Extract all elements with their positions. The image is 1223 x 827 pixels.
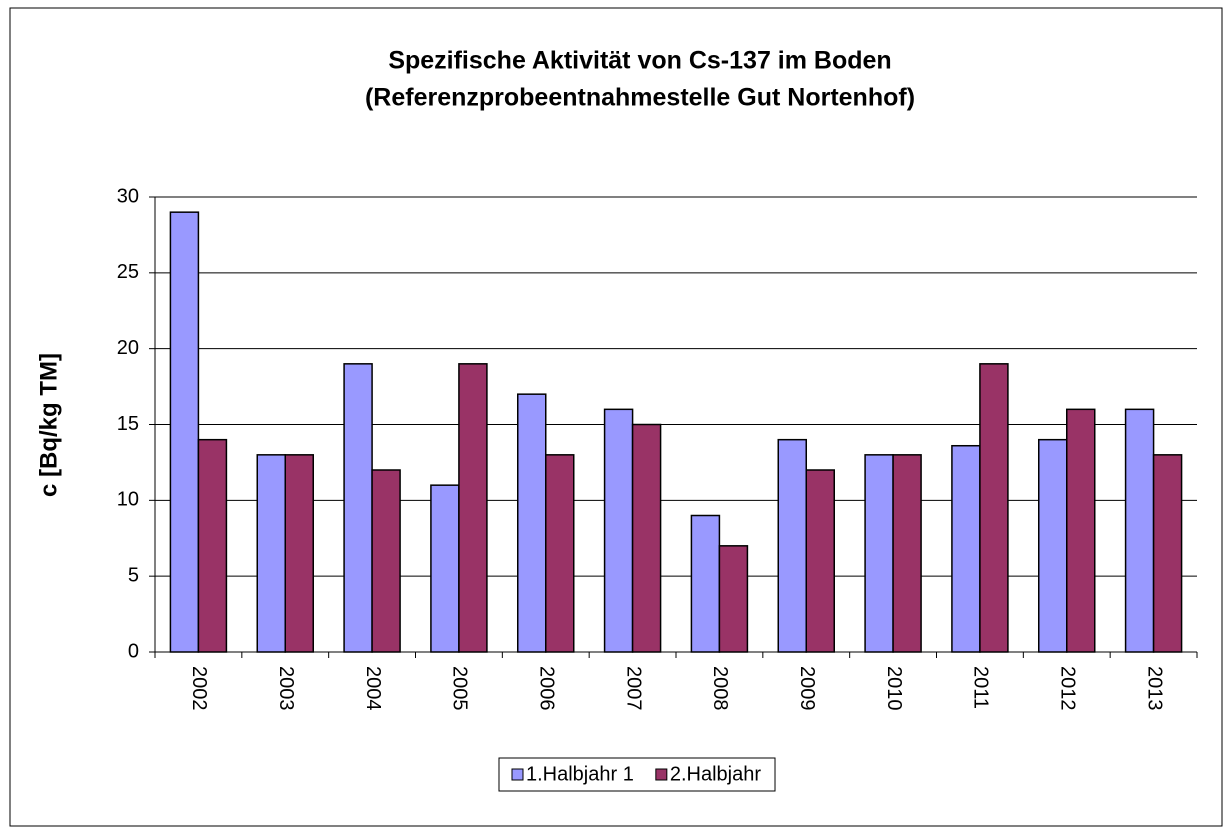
bar: [545, 454, 575, 653]
legend-label: 2.Halbjahr: [670, 763, 762, 785]
chart-title: (Referenzprobeentnahmestelle Gut Nortenh…: [365, 84, 915, 112]
legend-label: 1.Halbjahr 1: [526, 763, 634, 785]
x-tick-label: 2011: [970, 666, 992, 709]
x-tick-label: 2004: [362, 666, 384, 711]
x-tick-label: 2002: [188, 666, 210, 711]
y-tick-label: 25: [117, 261, 139, 283]
x-tick-label: 2008: [709, 666, 731, 711]
bar: [256, 454, 286, 653]
x-tick-label: 2003: [275, 666, 297, 711]
bar: [1066, 408, 1096, 653]
bar: [631, 423, 662, 653]
bar: [1152, 454, 1183, 653]
bar: [690, 514, 721, 653]
legend-swatch: [511, 768, 524, 781]
x-tick-label: 2010: [883, 666, 905, 711]
y-tick-label: 0: [128, 640, 139, 662]
y-tick-label: 10: [117, 489, 139, 511]
bar: [718, 545, 749, 653]
legend-box: [498, 757, 776, 792]
y-tick-label: 30: [117, 185, 139, 207]
legend-swatch: [655, 768, 668, 781]
bar: [284, 454, 314, 653]
bar: [603, 408, 634, 653]
x-tick-label: 2009: [796, 666, 818, 711]
bar: [517, 393, 547, 653]
bar: [979, 363, 1009, 653]
legend: 1.Halbjahr 1 2.Halbjahr: [498, 757, 776, 792]
bar: [1038, 438, 1068, 653]
bar: [169, 211, 200, 653]
y-tick-label: 20: [117, 337, 139, 359]
y-tick-label: 15: [117, 413, 139, 435]
y-tick-label: 5: [128, 564, 139, 586]
bar: [864, 454, 894, 653]
bar: [343, 363, 373, 653]
x-tick-label: 2013: [1143, 666, 1165, 711]
bar: [458, 363, 488, 653]
x-tick-label: 2012: [1056, 666, 1078, 711]
bar: [197, 438, 228, 653]
bar: [777, 438, 807, 653]
bar: [805, 469, 835, 653]
x-tick-label: 2007: [622, 666, 644, 711]
chart-title: Spezifische Aktivität von Cs-137 im Bode…: [388, 47, 891, 75]
x-tick-label: 2005: [449, 666, 471, 711]
bar: [1124, 408, 1155, 653]
bar: [951, 444, 981, 653]
bar: [892, 454, 922, 653]
x-tick-label: 2006: [535, 666, 557, 711]
y-axis-label: c [Bq/kg TM]: [35, 353, 62, 497]
bar: [371, 469, 401, 653]
bar: [430, 484, 460, 653]
